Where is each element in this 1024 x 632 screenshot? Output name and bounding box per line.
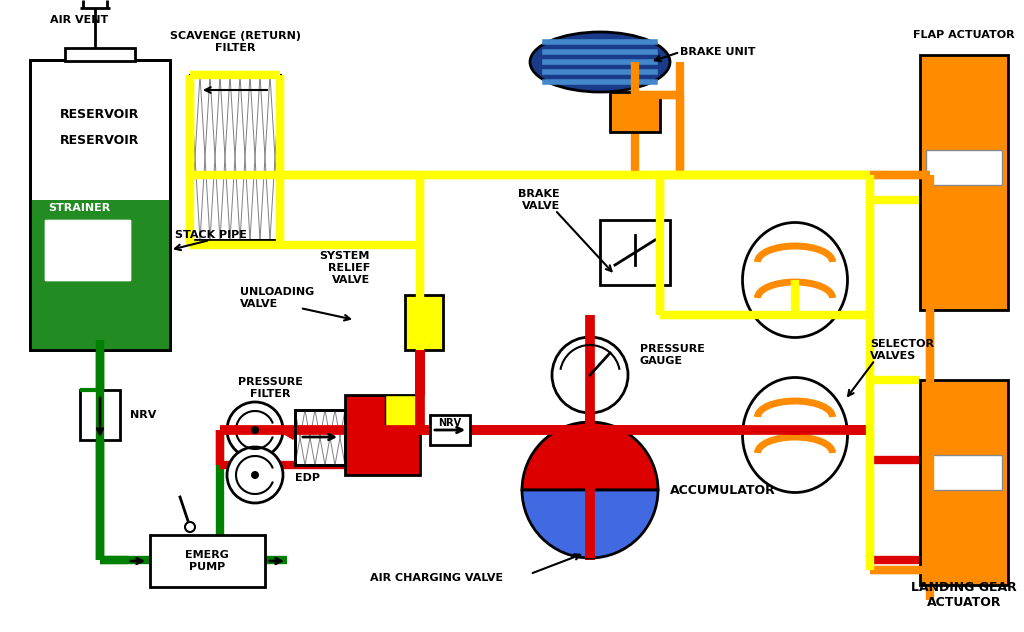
Text: STRAINER: STRAINER: [48, 203, 111, 213]
Bar: [295, 410, 345, 465]
Bar: [30, 60, 170, 350]
Bar: [345, 395, 420, 475]
Text: AIR CHARGING VALVE: AIR CHARGING VALVE: [370, 573, 503, 583]
Text: RESERVOIR: RESERVOIR: [60, 109, 139, 121]
Text: UNLOADING
VALVE: UNLOADING VALVE: [240, 287, 314, 309]
Circle shape: [227, 447, 283, 503]
Text: AIR VENT: AIR VENT: [50, 15, 109, 25]
Circle shape: [552, 337, 628, 413]
Ellipse shape: [742, 222, 848, 337]
Circle shape: [251, 426, 259, 434]
Circle shape: [251, 471, 259, 479]
Bar: [190, 75, 280, 240]
Bar: [920, 380, 1008, 585]
Bar: [610, 92, 660, 132]
Text: EDP: EDP: [295, 473, 319, 483]
Bar: [45, 220, 130, 280]
Text: PRESSURE
FILTER: PRESSURE FILTER: [238, 377, 302, 399]
Text: NRV: NRV: [438, 418, 462, 428]
Bar: [30, 200, 170, 350]
Text: EMERG
PUMP: EMERG PUMP: [185, 550, 229, 572]
Bar: [65, 48, 135, 61]
Bar: [920, 55, 1008, 310]
Bar: [406, 295, 443, 350]
Text: FLAP ACTUATOR: FLAP ACTUATOR: [913, 30, 1015, 40]
Wedge shape: [522, 422, 658, 490]
Bar: [295, 410, 345, 465]
Text: NRV: NRV: [130, 410, 157, 420]
Text: RESERVOIR: RESERVOIR: [60, 133, 139, 147]
Text: ACCUMULATOR: ACCUMULATOR: [670, 483, 776, 497]
Text: SYSTEM
RELIEF
VALVE: SYSTEM RELIEF VALVE: [319, 252, 370, 284]
Text: STACK PIPE: STACK PIPE: [175, 230, 247, 240]
Bar: [600, 220, 670, 285]
Bar: [430, 415, 470, 445]
Circle shape: [227, 402, 283, 458]
Bar: [80, 390, 120, 440]
Bar: [926, 150, 1002, 185]
Bar: [150, 535, 265, 587]
Text: SELECTOR
VALVES: SELECTOR VALVES: [870, 339, 934, 361]
Text: BRAKE UNIT: BRAKE UNIT: [680, 47, 756, 57]
Bar: [190, 75, 280, 240]
Text: SCAVENGE (RETURN)
FILTER: SCAVENGE (RETURN) FILTER: [170, 31, 300, 53]
Text: LANDING GEAR
ACTUATOR: LANDING GEAR ACTUATOR: [911, 581, 1017, 609]
Bar: [926, 455, 1002, 490]
Bar: [385, 395, 420, 430]
Text: PRESSURE
GAUGE: PRESSURE GAUGE: [640, 344, 705, 366]
Ellipse shape: [742, 377, 848, 492]
Text: BRAKE
VALVE: BRAKE VALVE: [518, 189, 560, 211]
Wedge shape: [522, 490, 658, 558]
Ellipse shape: [530, 32, 670, 92]
Bar: [30, 60, 170, 350]
Circle shape: [185, 522, 195, 532]
